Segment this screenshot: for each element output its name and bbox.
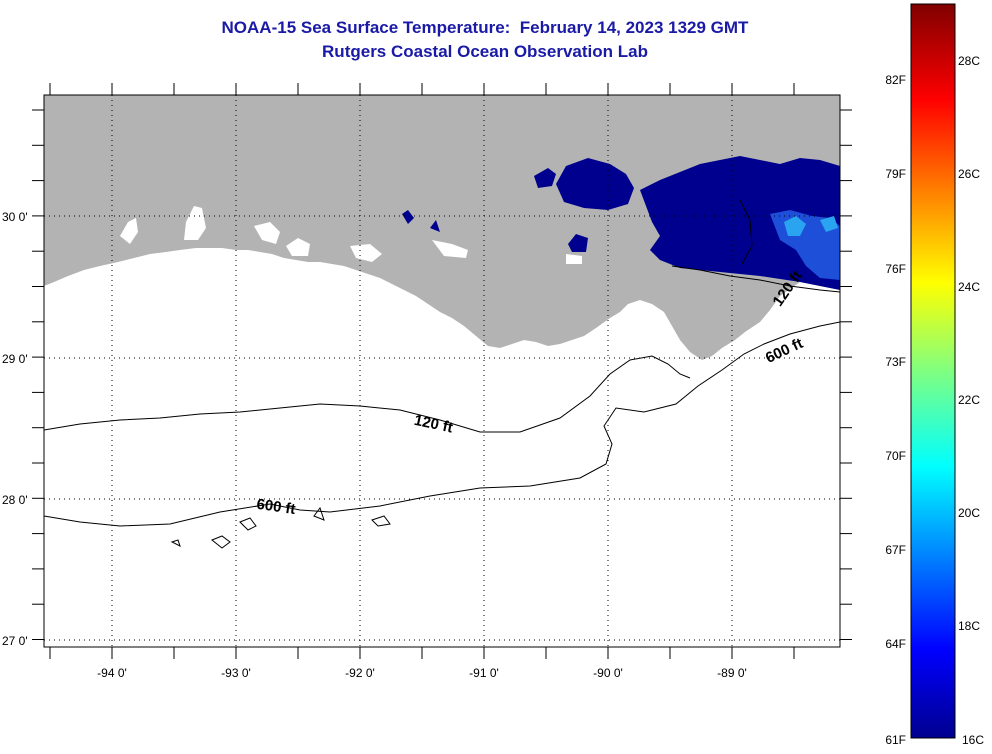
cb-f-79: 79F (885, 167, 906, 181)
lon-label-94: -94 0' (97, 666, 127, 680)
lat-label-30: 30 0' (2, 210, 28, 224)
longitude-labels: -94 0' -93 0' -92 0' -91 0' -90 0' -89 0… (97, 666, 747, 680)
sst-data (402, 156, 840, 290)
cb-f-67: 67F (885, 543, 906, 557)
lat-label-29: 29 0' (2, 352, 28, 366)
colorbar (910, 3, 956, 739)
contour-label-600ft-west: 600 ft (255, 496, 296, 518)
cb-f-82: 82F (885, 73, 906, 87)
land-mass (44, 95, 840, 360)
cb-f-64: 64F (885, 637, 906, 651)
lon-label-90: -90 0' (593, 666, 623, 680)
lon-label-89: -89 0' (717, 666, 747, 680)
map-title: NOAA-15 Sea Surface Temperature: Februar… (0, 16, 970, 64)
lon-label-93: -93 0' (221, 666, 251, 680)
title-line-1: NOAA-15 Sea Surface Temperature: Februar… (221, 18, 749, 37)
isobath-contours (44, 199, 840, 549)
inland-lakes (120, 206, 582, 264)
contour-120ft-west (44, 355, 691, 433)
lat-label-27: 27 0' (2, 634, 28, 648)
lat-label-28: 28 0' (2, 493, 28, 507)
cb-c-26: 26C (958, 167, 980, 181)
title-line-2: Rutgers Coastal Ocean Observation Lab (322, 42, 648, 61)
cb-c-20: 20C (958, 506, 980, 520)
cb-c-24: 24C (958, 280, 980, 294)
cb-c-22: 22C (958, 393, 980, 407)
lon-label-91: -91 0' (469, 666, 499, 680)
axis-ticks (32, 83, 852, 659)
cb-f-73: 73F (885, 355, 906, 369)
contour-120ft-east (671, 265, 840, 293)
colorbar-celsius-labels: 28C 26C 24C 22C 20C 18C 16C (958, 54, 984, 747)
cb-f-76: 76F (885, 262, 906, 276)
contour-600ft (44, 321, 840, 527)
cb-c-16: 16C (962, 733, 984, 747)
cb-f-70: 70F (885, 449, 906, 463)
cb-c-28: 28C (958, 54, 980, 68)
colorbar-fahrenheit-labels: 82F 79F 76F 73F 70F 67F 64F 61F (885, 73, 906, 747)
cb-c-18: 18C (958, 619, 980, 633)
contour-120ft-fan (739, 199, 753, 265)
latitude-labels: 30 0' 29 0' 28 0' 27 0' (2, 210, 28, 648)
plot-frame (43, 94, 841, 648)
cb-f-61: 61F (885, 733, 906, 747)
graticule (44, 95, 840, 647)
lon-label-92: -92 0' (345, 666, 375, 680)
